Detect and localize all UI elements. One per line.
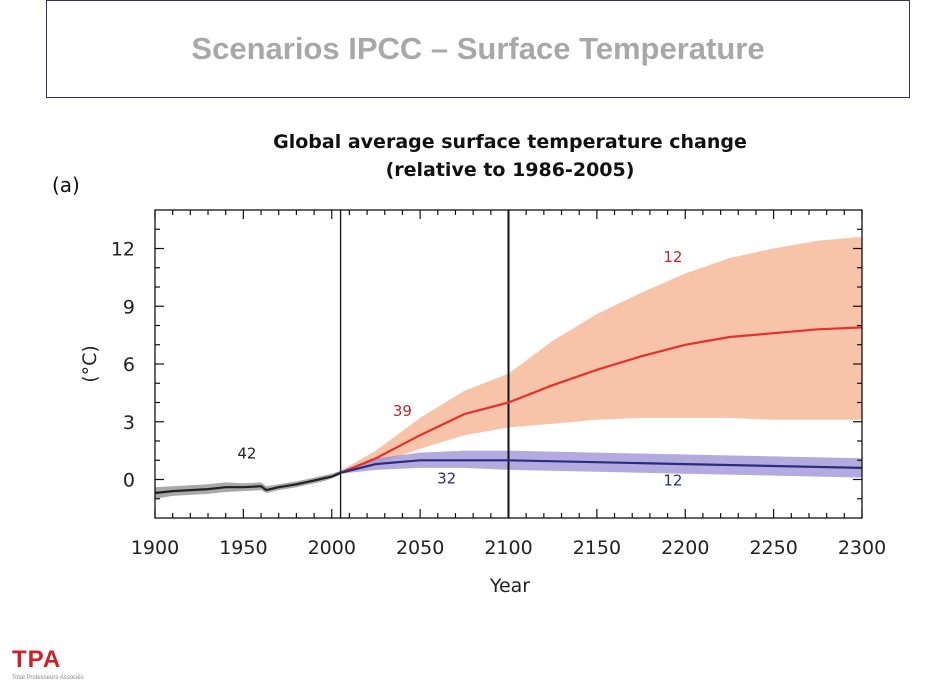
series-line-historical bbox=[154, 471, 342, 495]
band-historical bbox=[155, 470, 341, 499]
band-low bbox=[340, 450, 863, 478]
annotation-label: 12 bbox=[663, 248, 682, 266]
series-line-low bbox=[340, 459, 863, 474]
x-tick-label: 1950 bbox=[219, 537, 267, 559]
band-high bbox=[340, 236, 863, 474]
logo-tagline: Total Professeurs Associés bbox=[12, 675, 84, 681]
x-axis-label: Year bbox=[489, 575, 530, 597]
panel-label: (a) bbox=[52, 173, 80, 197]
y-axis-label: (°C) bbox=[79, 345, 101, 383]
y-tick-label: 9 bbox=[123, 296, 135, 318]
annotation-label: 42 bbox=[237, 444, 256, 462]
x-tick-label: 2050 bbox=[396, 537, 444, 559]
slide-title: Scenarios IPCC – Surface Temperature bbox=[191, 31, 765, 66]
tpa-logo: TPA Total Professeurs Associés bbox=[12, 648, 132, 690]
y-tick-label: 6 bbox=[123, 354, 135, 376]
series-line-high bbox=[340, 326, 863, 474]
logo-mark: TPA bbox=[12, 646, 62, 673]
chart-container: Global average surface temperature chang… bbox=[0, 100, 932, 620]
x-tick-label: 2250 bbox=[749, 537, 797, 559]
annotation-label: 12 bbox=[663, 471, 682, 489]
temperature-chart: Global average surface temperature chang… bbox=[52, 131, 886, 597]
annotation-label: 32 bbox=[437, 469, 456, 487]
x-tick-label: 2150 bbox=[573, 537, 621, 559]
x-tick-label: 2000 bbox=[308, 537, 356, 559]
chart-title: Global average surface temperature chang… bbox=[273, 131, 747, 153]
slide-title-box: Scenarios IPCC – Surface Temperature bbox=[46, 0, 910, 98]
chart-subtitle: (relative to 1986-2005) bbox=[386, 159, 635, 181]
y-tick-label: 12 bbox=[111, 239, 135, 261]
x-tick-label: 2200 bbox=[661, 537, 709, 559]
y-tick-label: 0 bbox=[123, 470, 135, 492]
x-tick-label: 1900 bbox=[131, 537, 179, 559]
x-tick-label: 2300 bbox=[838, 537, 886, 559]
annotation-label: 39 bbox=[393, 402, 412, 420]
y-tick-label: 3 bbox=[123, 412, 135, 434]
x-tick-label: 2100 bbox=[484, 537, 532, 559]
